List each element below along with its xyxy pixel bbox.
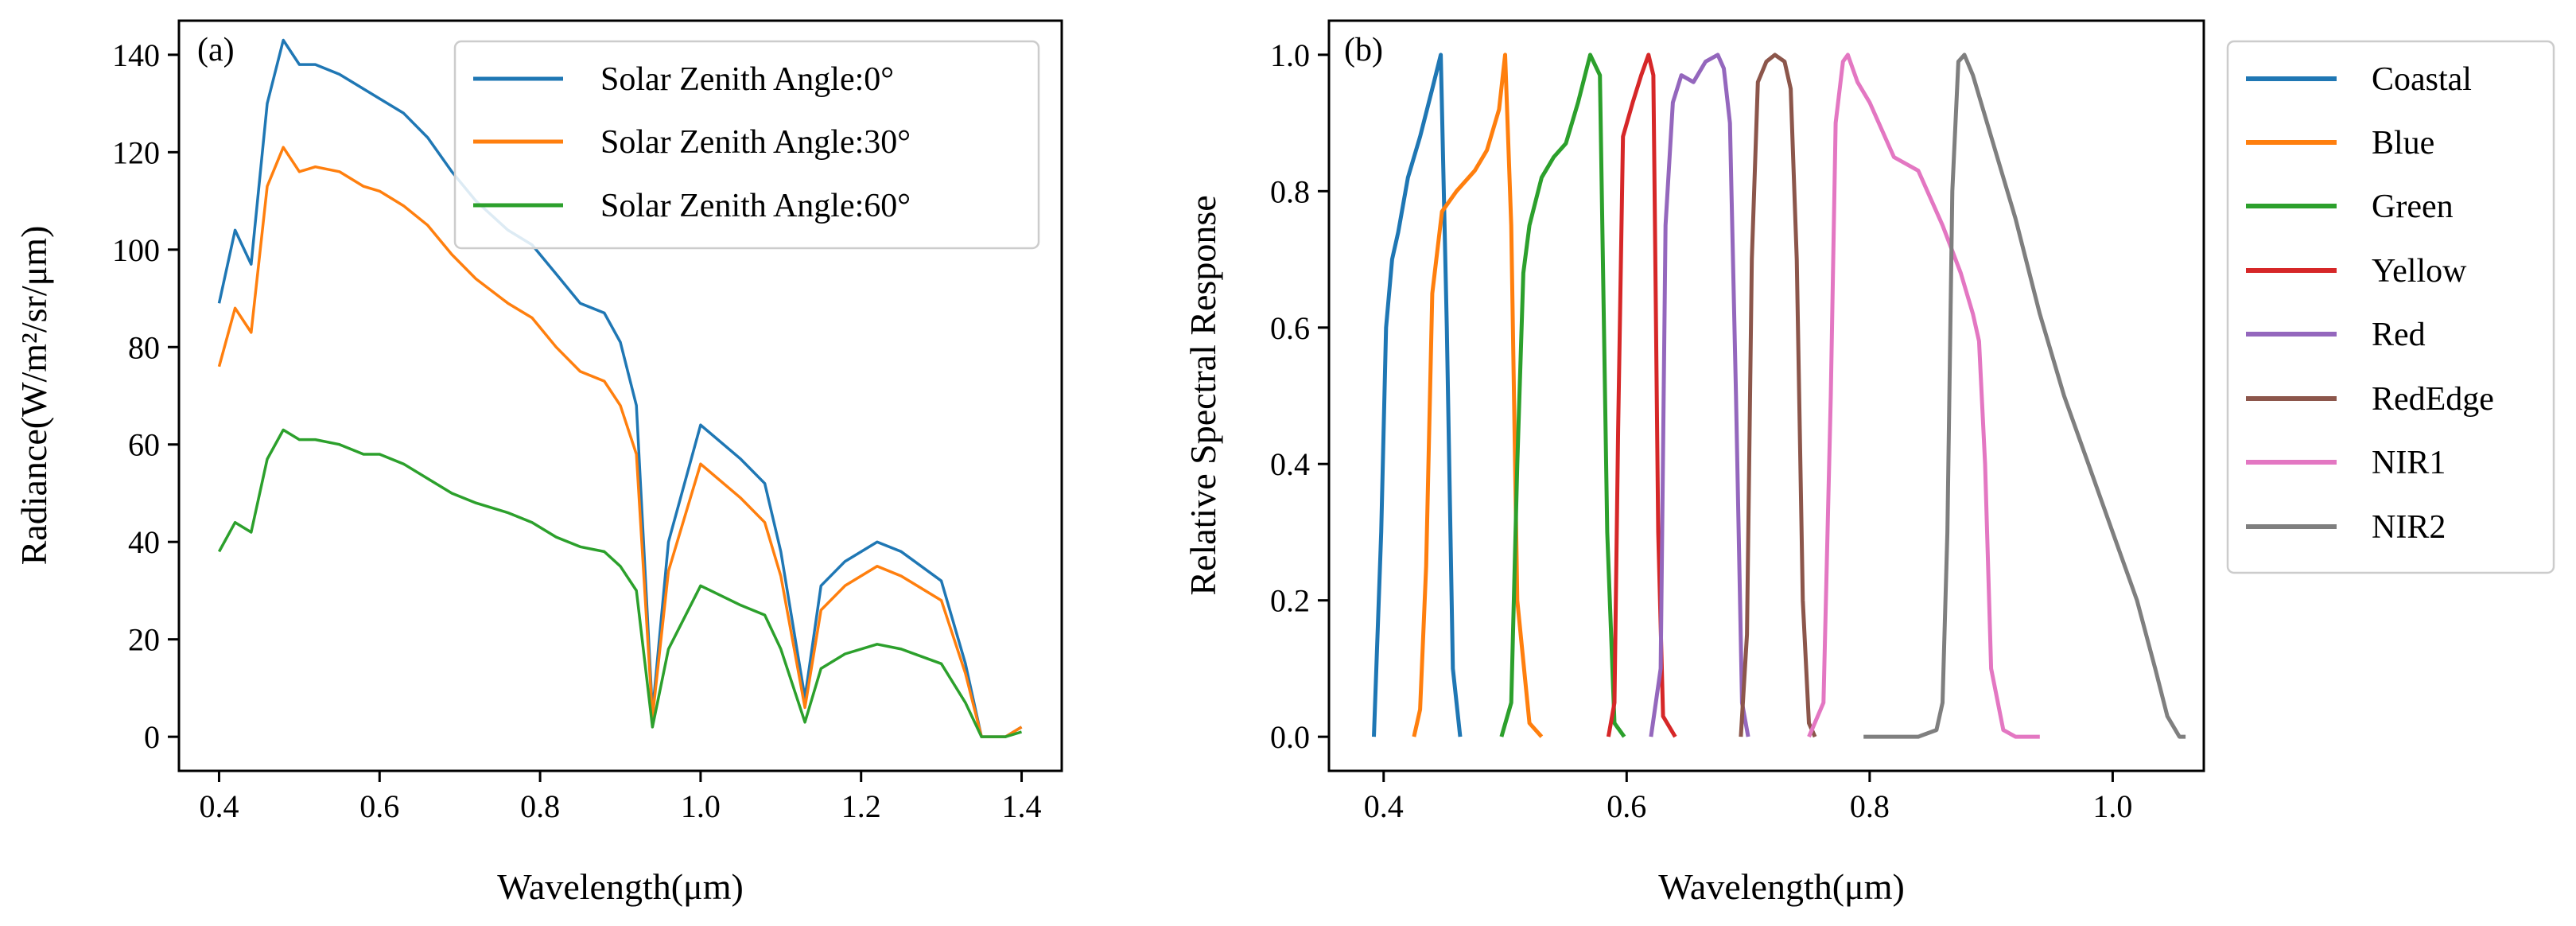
panel-a-x-tick-label: 1.2: [841, 788, 881, 824]
panel-b-x-tick-label: 0.4: [1364, 788, 1404, 824]
legend-label-yellow: Yellow: [2372, 253, 2467, 290]
legend-label-sza-60: Solar Zenith Angle:60°: [600, 188, 911, 224]
panel-b-y-tick-label: 0.0: [1270, 719, 1310, 755]
panel-a-x-ticks: 0.4 0.6 0.8 1.0 1.2 1.4: [199, 771, 1042, 824]
panel-a-y-axis-label: Radiance(W/m²/sr/μm): [14, 226, 54, 566]
legend-label-nir1: NIR1: [2372, 445, 2446, 481]
panel-b-plot-frame: [1327, 19, 2205, 772]
panel-b-x-tick-label: 1.0: [2092, 788, 2132, 824]
panel-b-series-nir2: [1863, 53, 2186, 739]
panel-b-series-green: [1499, 53, 1626, 738]
panel-b-y-axis-label: Relative Spectral Response: [1183, 195, 1223, 595]
panel-a-series-solar-zenith-angle-0: [217, 38, 1023, 738]
legend-label-sza-0: Solar Zenith Angle:0°: [600, 61, 894, 98]
panel-a-series-solar-zenith-angle-60: [217, 428, 1023, 738]
panel-b-legend: Coastal Blue Green Yellow Red RedEdge NI…: [2226, 40, 2555, 574]
panel-a-y-tick-label: 120: [112, 134, 160, 170]
panel-a-y-tick-label: 60: [128, 427, 160, 463]
panel-b-x-ticks: 0.4 0.6 0.8 1.0: [1364, 771, 2132, 824]
panel-a-x-tick-label: 1.0: [681, 788, 721, 824]
panel-a-y-tick-label: 20: [128, 622, 160, 658]
panel-a-y-tick-label: 140: [112, 37, 160, 73]
legend-label-coastal: Coastal: [2372, 61, 2472, 98]
panel-b-y-ticks: 0.0 0.2 0.4 0.6 0.8 1.0: [1270, 37, 1329, 755]
panel-b: 0.4 0.6 0.8 1.0 0.0 0.2 0.4 0.6 0.8 1.0 (b) Wave…: [1183, 19, 2555, 907]
panel-b-x-axis-label: Wavelength(μm): [1658, 866, 1905, 907]
legend-label-nir2: NIR2: [2372, 509, 2446, 546]
panel-a-series-group: [217, 38, 1023, 738]
panel-b-y-tick-label: 1.0: [1270, 37, 1310, 73]
legend-label-red: Red: [2372, 317, 2426, 353]
panel-b-series-rededge: [1739, 53, 1817, 738]
legend-label-green: Green: [2372, 189, 2454, 225]
panel-b-y-tick-label: 0.8: [1270, 173, 1310, 209]
legend-label-sza-30: Solar Zenith Angle:30°: [600, 124, 911, 161]
panel-a-x-tick-label: 0.4: [199, 788, 239, 824]
panel-b-x-tick-label: 0.8: [1850, 788, 1890, 824]
panel-b-y-tick-label: 0.2: [1270, 583, 1310, 619]
panel-a-y-tick-label: 80: [128, 329, 160, 365]
panel-b-label: (b): [1344, 32, 1383, 68]
panel-b-series-coastal: [1372, 53, 1463, 737]
legend-label-blue: Blue: [2372, 125, 2434, 161]
panel-b-series-group: [1372, 53, 2186, 739]
panel-b-x-tick-label: 0.6: [1607, 788, 1646, 824]
panel-a-legend-box: [453, 40, 1040, 250]
panel-a-legend: Solar Zenith Angle:0° Solar Zenith Angle…: [453, 40, 1040, 250]
panel-b-series-nir1: [1807, 53, 2040, 739]
panel-a-x-tick-label: 1.4: [1002, 788, 1042, 824]
panel-a-label: (a): [197, 32, 235, 68]
panel-a-x-tick-label: 0.8: [520, 788, 560, 824]
panel-b-legend-box: [2226, 40, 2555, 574]
panel-a-y-tick-label: 40: [128, 524, 160, 560]
panel-a: 0.4 0.6 0.8 1.0 1.2 1.4 0 20 40 60 80 100 120 140 (a…: [14, 19, 1063, 907]
panel-a-x-tick-label: 0.6: [359, 788, 399, 824]
legend-label-rededge: RedEdge: [2372, 381, 2494, 418]
panel-a-plot-frame: [177, 19, 1063, 772]
panel-b-series-red: [1649, 53, 1750, 737]
panel-b-y-tick-label: 0.4: [1270, 446, 1310, 482]
panel-b-series-blue: [1412, 53, 1544, 738]
panel-a-series-solar-zenith-angle-30: [217, 146, 1023, 738]
panel-a-x-axis-label: Wavelength(μm): [497, 866, 744, 907]
panel-b-y-tick-label: 0.6: [1270, 310, 1310, 346]
panel-a-y-tick-label: 100: [112, 232, 160, 268]
panel-a-y-ticks: 0 20 40 60 80 100 120 140: [112, 37, 179, 755]
panel-a-y-tick-label: 0: [144, 719, 160, 755]
